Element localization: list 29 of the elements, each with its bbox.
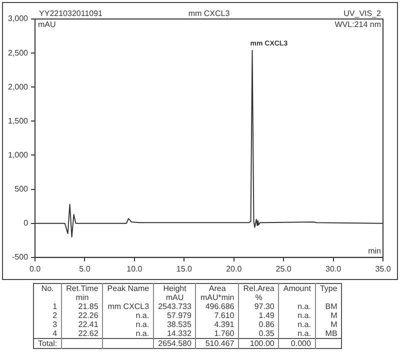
y-tick-label: -500 [12,252,29,262]
chart-title: mm CXCL3 [188,9,230,18]
text: YY221032011091 [39,9,104,18]
y-tick-label: 1,500 [8,116,29,126]
y-tick-label: 3,000 [8,14,29,24]
y-tick-label: 0 [24,218,29,228]
y-tick-label: 1,000 [8,150,29,160]
text: 2 22.26 n.a. 57.979 7.610 1.49 n.a. M [52,311,338,320]
y-tick-label: 2,000 [8,82,29,92]
x-tick-label: 15.0 [176,264,192,274]
x-tick-label: 30.0 [326,264,342,274]
y-tick-label: 500 [14,184,29,194]
x-axis-title: min [368,246,381,256]
text: No. Ret.Time Peak Name Height Area Rel.Area Amount Type [41,284,338,293]
x-tick-label: 25.0 [276,264,292,274]
text: 3 22.41 n.a. 38.535 4.391 0.86 n.a. M [52,320,338,329]
x-tick-label: 35.0 [375,264,392,274]
x-tick-label: 5.0 [79,264,91,274]
x-tick-label: 10.0 [126,264,143,274]
annotation: WVL:214 nm [334,20,382,30]
y-tick-label: 2,500 [8,48,29,58]
x-tick-label: 0.0 [29,264,42,274]
text: 1 21.85 mm CXCL3 2543.733 496.686 97.30 n.a. BM [52,302,338,311]
chart-subtitle: UV_VIS_2 [344,9,382,18]
text: 4 22.62 n.a. 14.332 1.760 0.35 n.a. MB [52,329,338,338]
y-axis-title: mAU [38,20,56,30]
x-tick-label: 20.0 [226,264,242,274]
text: min mAU mAU*min % [76,293,262,302]
text: Total: 2654.580 510.467 100.00 0.000 [38,339,311,348]
